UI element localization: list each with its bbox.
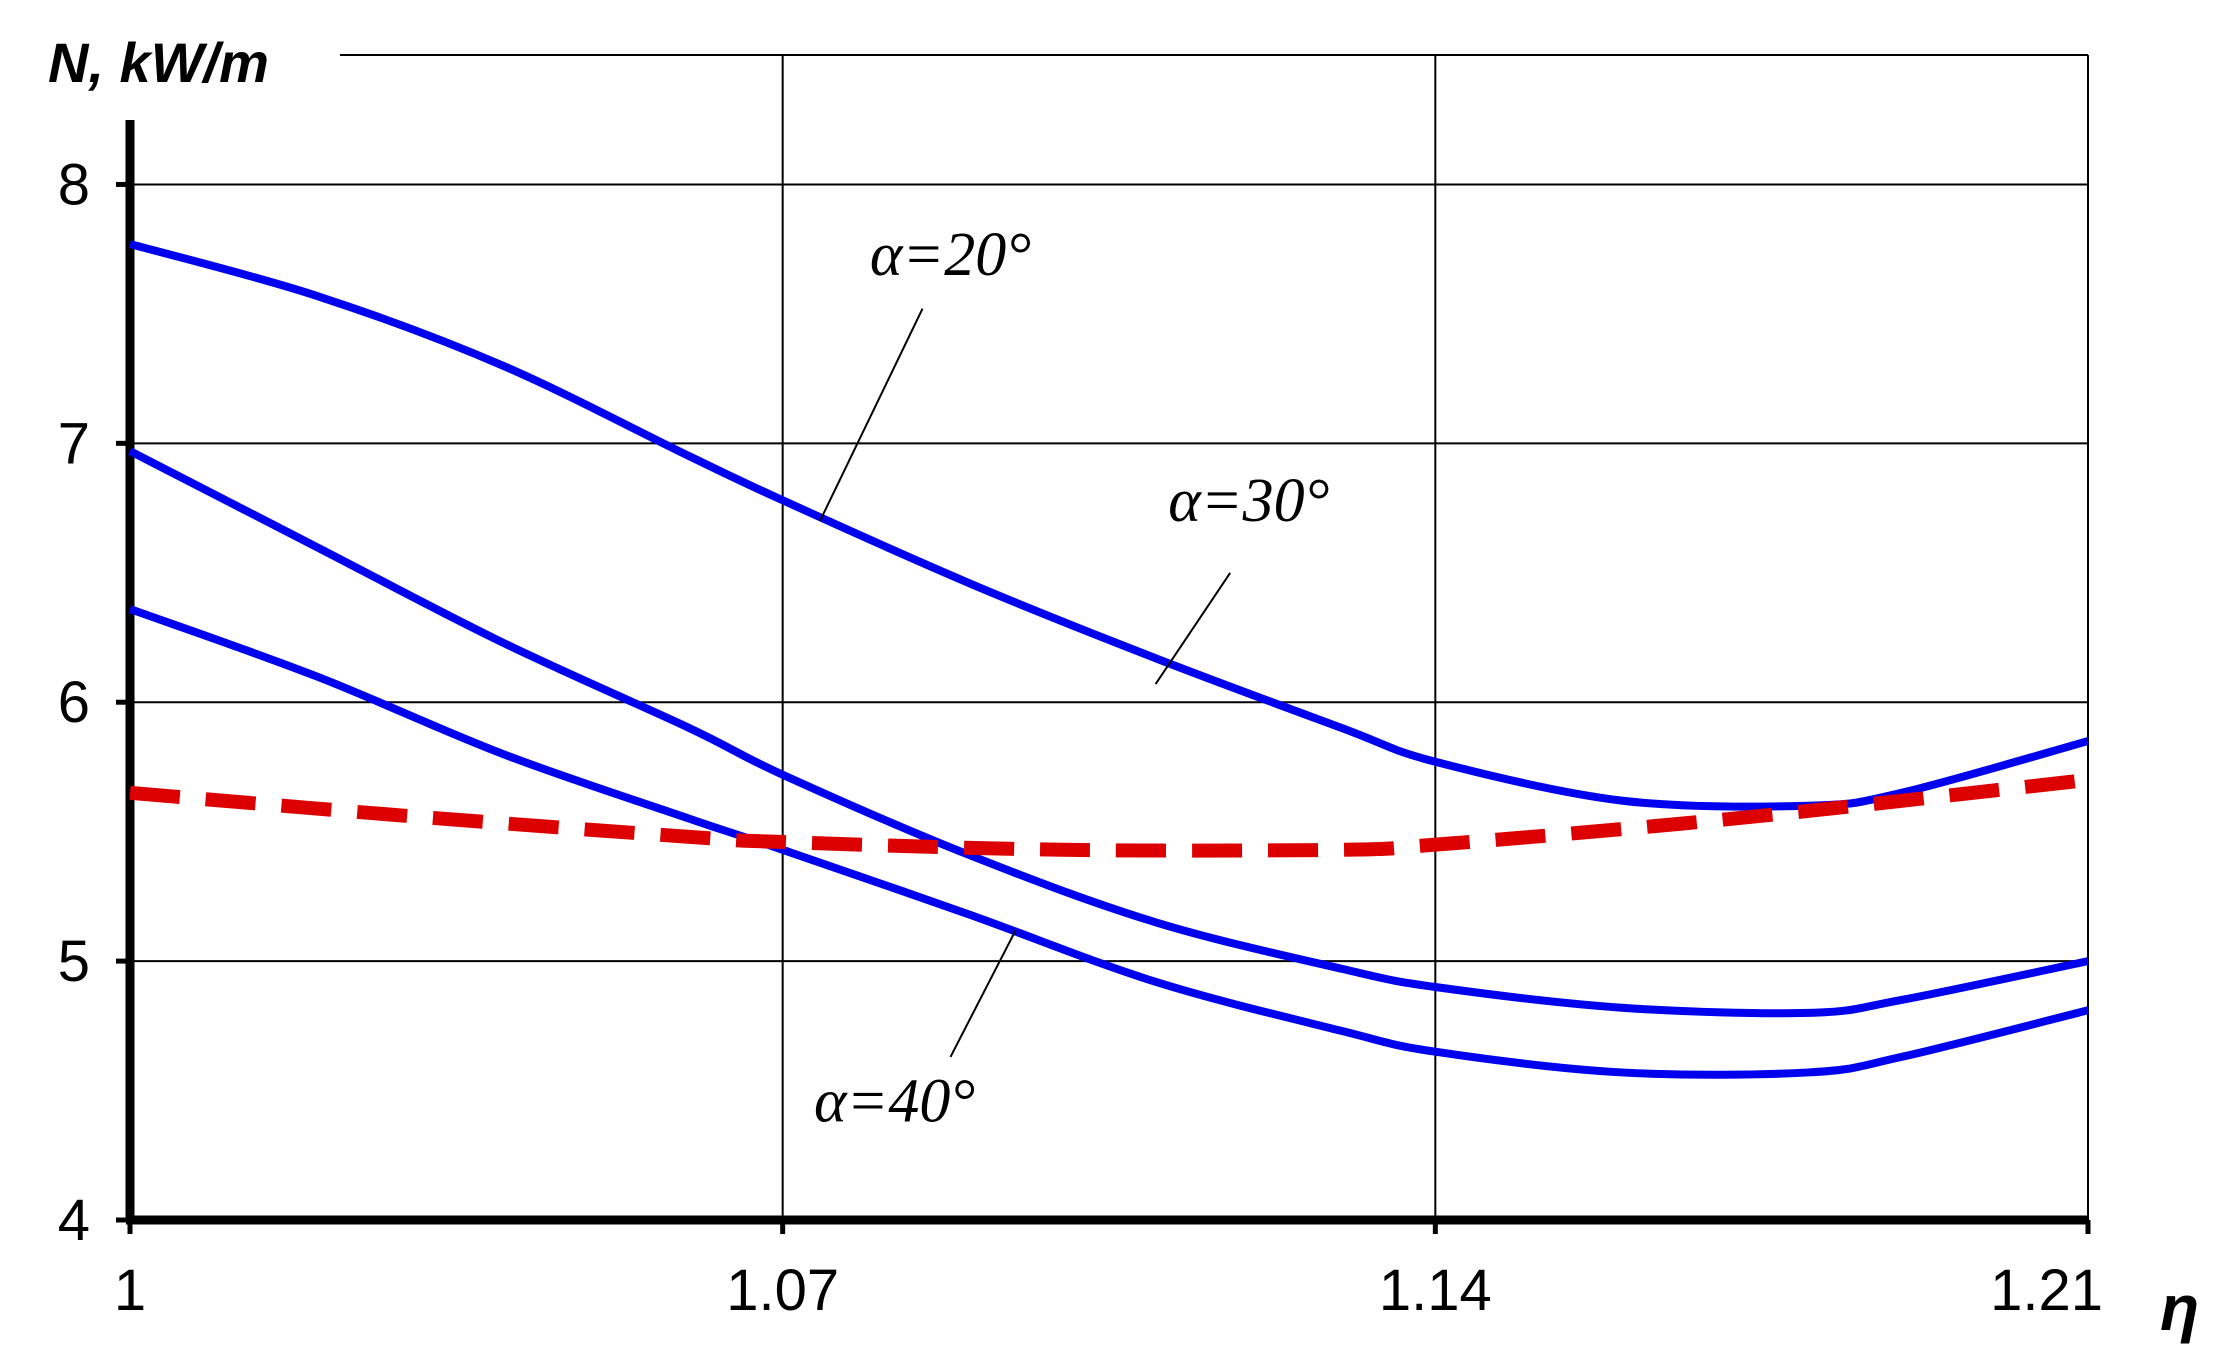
annotation-leader-3	[949, 929, 1017, 1058]
annotation-label-2: α=30°	[1168, 467, 1329, 535]
annotations: α=20° α=30° α=40°	[814, 221, 1329, 1136]
y-tick-label: 8	[58, 152, 90, 217]
y-tick-label: 4	[58, 1188, 90, 1253]
x-tick-label: 1.21	[1990, 1258, 2103, 1323]
grid	[130, 54, 2089, 1220]
x-tick-label: 1.14	[1379, 1258, 1492, 1323]
x-tick-label: 1.07	[726, 1258, 839, 1323]
annotation-label-3: α=40°	[814, 1068, 975, 1136]
annotation-label-1: α=20°	[870, 221, 1031, 289]
annotation-leader-2	[1154, 572, 1232, 685]
annotation-leader-1	[819, 308, 924, 522]
series-line-3	[128, 605, 2089, 1079]
y-tick-label: 5	[58, 929, 90, 994]
series-line-4	[129, 772, 2089, 858]
series-line-1	[128, 240, 2090, 811]
y-tick-label: 7	[58, 411, 90, 476]
series-layer	[128, 240, 2090, 1079]
axes	[116, 120, 2091, 1234]
y-axis-title: N, kW/m	[48, 31, 269, 94]
y-tick-label: 6	[58, 670, 90, 735]
x-tick-label: 1	[114, 1258, 146, 1323]
series-line-2	[128, 447, 2089, 1018]
tick-labels: 4 5 6 7 8 1 1.07 1.14 1.21	[58, 152, 2103, 1323]
x-axis-title: η	[2160, 1272, 2199, 1344]
